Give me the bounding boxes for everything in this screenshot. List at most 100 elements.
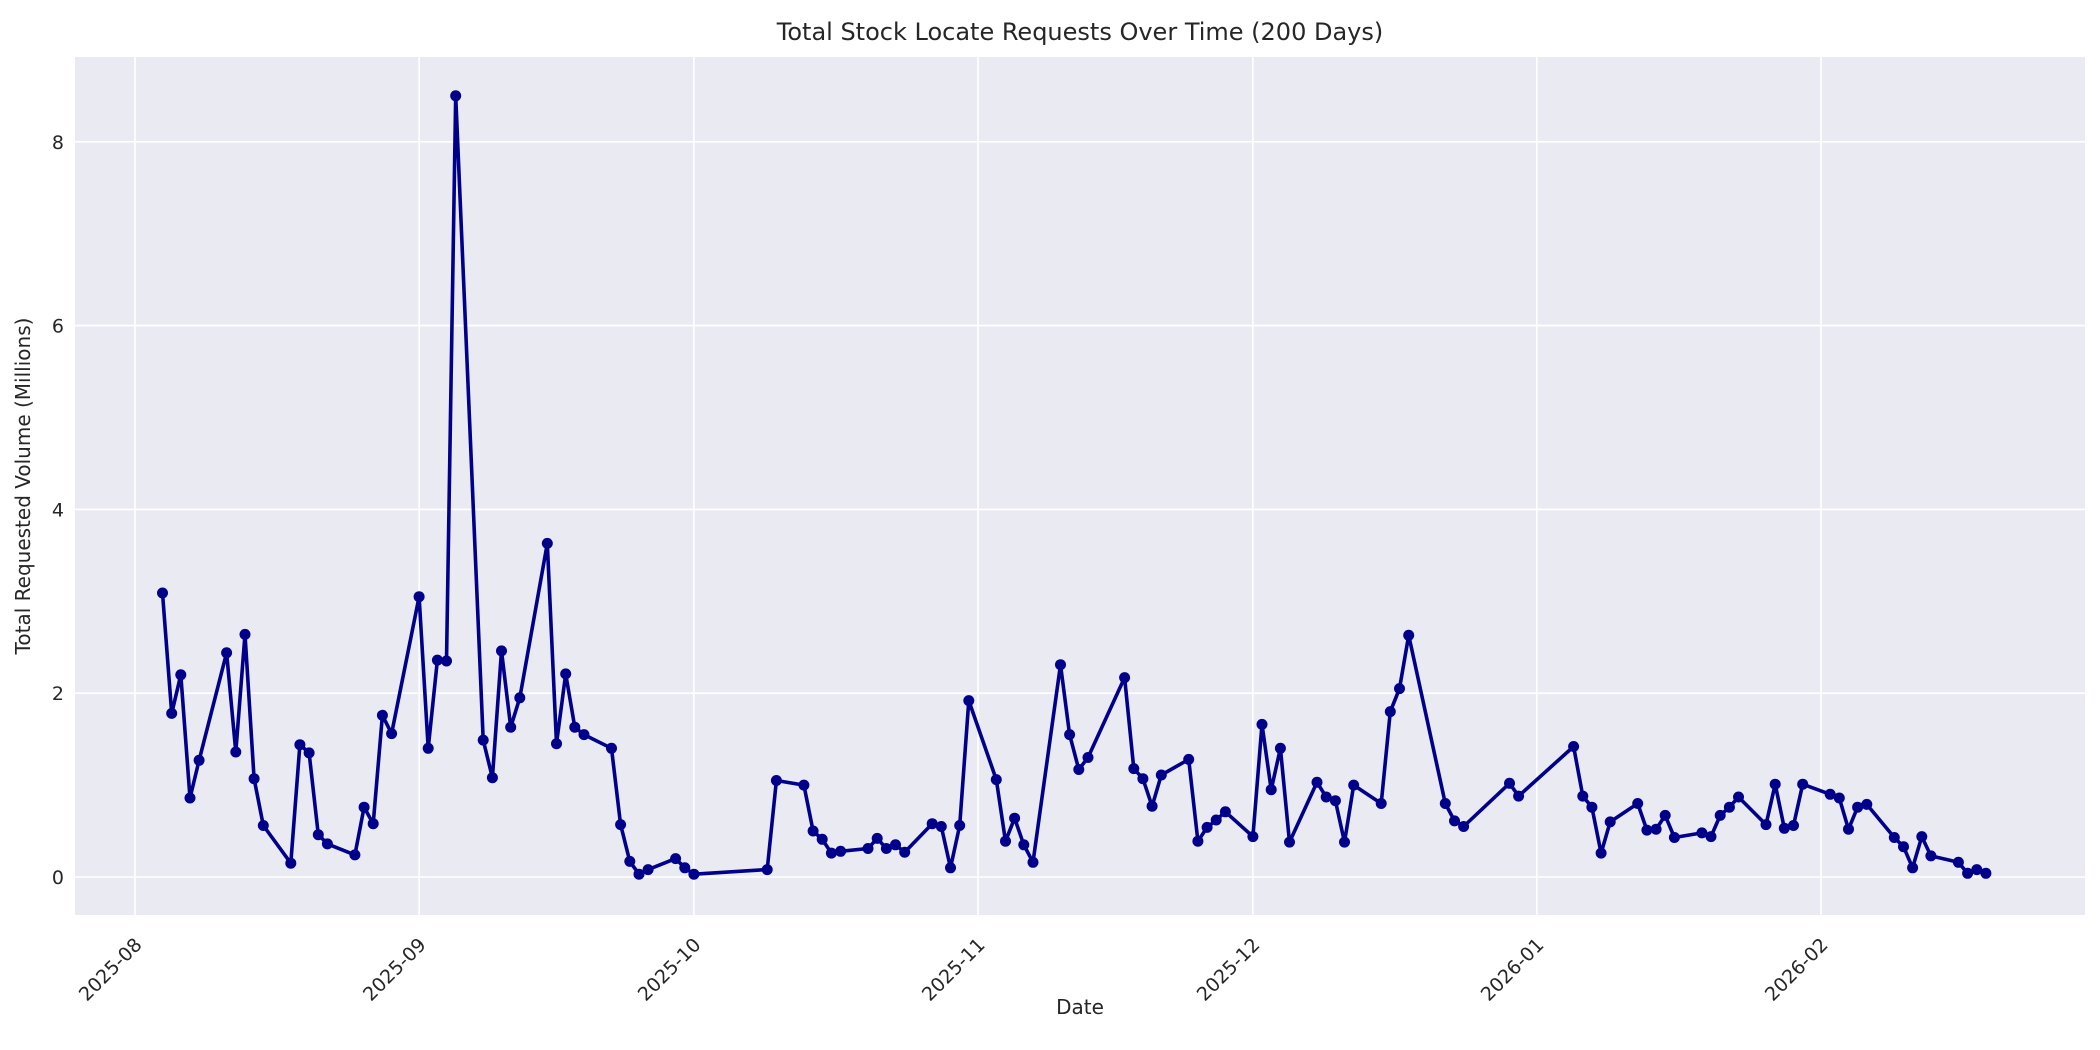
data-point <box>486 772 498 784</box>
data-point <box>358 801 370 813</box>
data-point <box>761 864 773 876</box>
data-point <box>477 734 489 746</box>
data-point <box>193 754 205 766</box>
data-point <box>1916 831 1928 843</box>
data-point <box>1439 798 1451 809</box>
data-point <box>1329 795 1341 807</box>
data-point <box>441 655 452 667</box>
data-point <box>1971 864 1983 876</box>
data-point <box>1403 629 1415 641</box>
data-point <box>1952 856 1964 868</box>
data-point <box>1659 809 1671 821</box>
data-point <box>1568 741 1580 752</box>
data-point <box>560 668 572 680</box>
data-point <box>1284 836 1295 848</box>
data-point <box>422 742 434 754</box>
data-point <box>1604 816 1616 828</box>
data-point <box>1183 753 1195 765</box>
data-point <box>1705 831 1717 843</box>
data-point <box>1641 824 1653 836</box>
data-point <box>945 862 956 874</box>
data-point <box>367 818 379 830</box>
data-point <box>1925 850 1937 862</box>
data-point <box>1696 827 1708 839</box>
data-point <box>349 849 361 861</box>
data-point <box>257 820 269 831</box>
data-point <box>1962 867 1974 879</box>
data-point <box>1733 791 1744 803</box>
data-point <box>1384 706 1396 718</box>
data-point <box>541 537 553 549</box>
x-tick-label: 2025-09 <box>359 934 431 1006</box>
data-point <box>1843 823 1854 835</box>
data-point <box>1274 742 1286 754</box>
data-point <box>551 738 562 750</box>
data-point <box>880 843 892 854</box>
x-tick-label: 2025-11 <box>918 934 990 1006</box>
data-point <box>386 728 398 740</box>
data-point <box>1504 777 1515 789</box>
data-point <box>1668 832 1680 843</box>
data-point <box>1861 798 1873 810</box>
data-point <box>935 821 947 832</box>
data-point <box>670 853 682 865</box>
data-point <box>221 647 233 659</box>
data-point <box>963 695 975 707</box>
data-point <box>1586 801 1598 813</box>
data-point <box>569 721 581 733</box>
data-point <box>1907 862 1919 874</box>
data-point <box>1128 763 1140 775</box>
data-point <box>1723 801 1735 813</box>
data-point <box>954 820 966 831</box>
data-point <box>1210 814 1222 826</box>
data-point <box>1632 798 1644 809</box>
data-point <box>807 825 819 837</box>
data-point <box>633 868 645 880</box>
data-point <box>578 729 590 741</box>
data-point <box>1577 790 1589 802</box>
data-point <box>1797 778 1809 790</box>
data-point <box>798 779 810 791</box>
data-point <box>1201 821 1213 833</box>
data-point <box>770 775 782 786</box>
data-point <box>1769 778 1781 790</box>
x-tick-label: 2025-12 <box>1193 934 1265 1006</box>
data-point <box>505 721 517 733</box>
data-point <box>1219 806 1231 818</box>
data-series <box>157 90 1992 880</box>
data-point <box>615 819 627 831</box>
data-point <box>1000 835 1011 847</box>
data-point <box>1375 798 1387 809</box>
y-axis-label: Total Requested Volume (Millions) <box>11 318 35 656</box>
data-point <box>1458 821 1470 832</box>
data-point <box>1714 809 1726 821</box>
data-point <box>1082 752 1094 763</box>
data-point <box>431 654 443 666</box>
gridlines <box>75 57 2085 915</box>
data-point <box>1247 831 1259 843</box>
data-point <box>376 709 388 721</box>
data-point <box>679 862 691 874</box>
data-point <box>175 669 187 681</box>
data-point <box>450 90 462 102</box>
data-point <box>230 746 242 758</box>
chart-title: Total Stock Locate Requests Over Time (2… <box>776 18 1383 46</box>
data-point <box>1595 847 1607 859</box>
y-tick-label: 0 <box>52 867 64 889</box>
data-point <box>606 742 617 754</box>
data-point <box>1788 820 1799 831</box>
x-tick-label: 2025-08 <box>75 934 147 1006</box>
data-point <box>899 846 911 858</box>
data-point <box>1009 812 1021 824</box>
data-point <box>825 847 837 859</box>
x-tick-label: 2026-02 <box>1761 934 1833 1006</box>
data-point <box>890 839 901 851</box>
data-point <box>990 774 1002 786</box>
data-point <box>1064 729 1076 741</box>
data-point <box>514 692 526 704</box>
data-point <box>1265 784 1277 796</box>
data-point <box>184 792 196 804</box>
y-tick-label: 6 <box>52 316 64 338</box>
data-point <box>1339 836 1350 848</box>
